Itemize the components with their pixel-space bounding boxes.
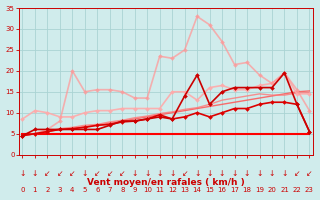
Text: ↙: ↙ — [294, 169, 300, 178]
Text: ↙: ↙ — [44, 169, 51, 178]
Text: ↓: ↓ — [169, 169, 175, 178]
Text: ↙: ↙ — [57, 169, 63, 178]
Text: 16: 16 — [218, 187, 227, 193]
Text: ↓: ↓ — [194, 169, 200, 178]
Text: 0: 0 — [20, 187, 25, 193]
Text: 6: 6 — [95, 187, 100, 193]
Text: ↓: ↓ — [219, 169, 225, 178]
Text: 13: 13 — [180, 187, 189, 193]
Text: 3: 3 — [58, 187, 62, 193]
Text: ↓: ↓ — [256, 169, 263, 178]
Text: ↙: ↙ — [119, 169, 125, 178]
Text: ↓: ↓ — [32, 169, 38, 178]
Text: ↙: ↙ — [107, 169, 113, 178]
Text: ↙: ↙ — [306, 169, 313, 178]
Text: ↓: ↓ — [231, 169, 238, 178]
Text: 17: 17 — [230, 187, 239, 193]
Text: 18: 18 — [243, 187, 252, 193]
Text: ↓: ↓ — [269, 169, 275, 178]
Text: ↓: ↓ — [19, 169, 26, 178]
Text: ↓: ↓ — [244, 169, 250, 178]
Text: ↙: ↙ — [69, 169, 76, 178]
Text: 4: 4 — [70, 187, 75, 193]
X-axis label: Vent moyen/en rafales ( km/h ): Vent moyen/en rafales ( km/h ) — [87, 178, 245, 187]
Text: 8: 8 — [120, 187, 124, 193]
Text: ↙: ↙ — [181, 169, 188, 178]
Text: ↓: ↓ — [206, 169, 213, 178]
Text: 19: 19 — [255, 187, 264, 193]
Text: 2: 2 — [45, 187, 50, 193]
Text: 9: 9 — [132, 187, 137, 193]
Text: 21: 21 — [280, 187, 289, 193]
Text: 1: 1 — [33, 187, 37, 193]
Text: ↓: ↓ — [82, 169, 88, 178]
Text: 7: 7 — [108, 187, 112, 193]
Text: ↙: ↙ — [94, 169, 100, 178]
Text: 11: 11 — [155, 187, 164, 193]
Text: 23: 23 — [305, 187, 314, 193]
Text: ↓: ↓ — [132, 169, 138, 178]
Text: 20: 20 — [268, 187, 276, 193]
Text: ↓: ↓ — [281, 169, 288, 178]
Text: ↓: ↓ — [156, 169, 163, 178]
Text: ↓: ↓ — [144, 169, 150, 178]
Text: 15: 15 — [205, 187, 214, 193]
Text: 12: 12 — [168, 187, 177, 193]
Text: 5: 5 — [83, 187, 87, 193]
Text: 14: 14 — [193, 187, 202, 193]
Text: 22: 22 — [292, 187, 301, 193]
Text: 10: 10 — [143, 187, 152, 193]
